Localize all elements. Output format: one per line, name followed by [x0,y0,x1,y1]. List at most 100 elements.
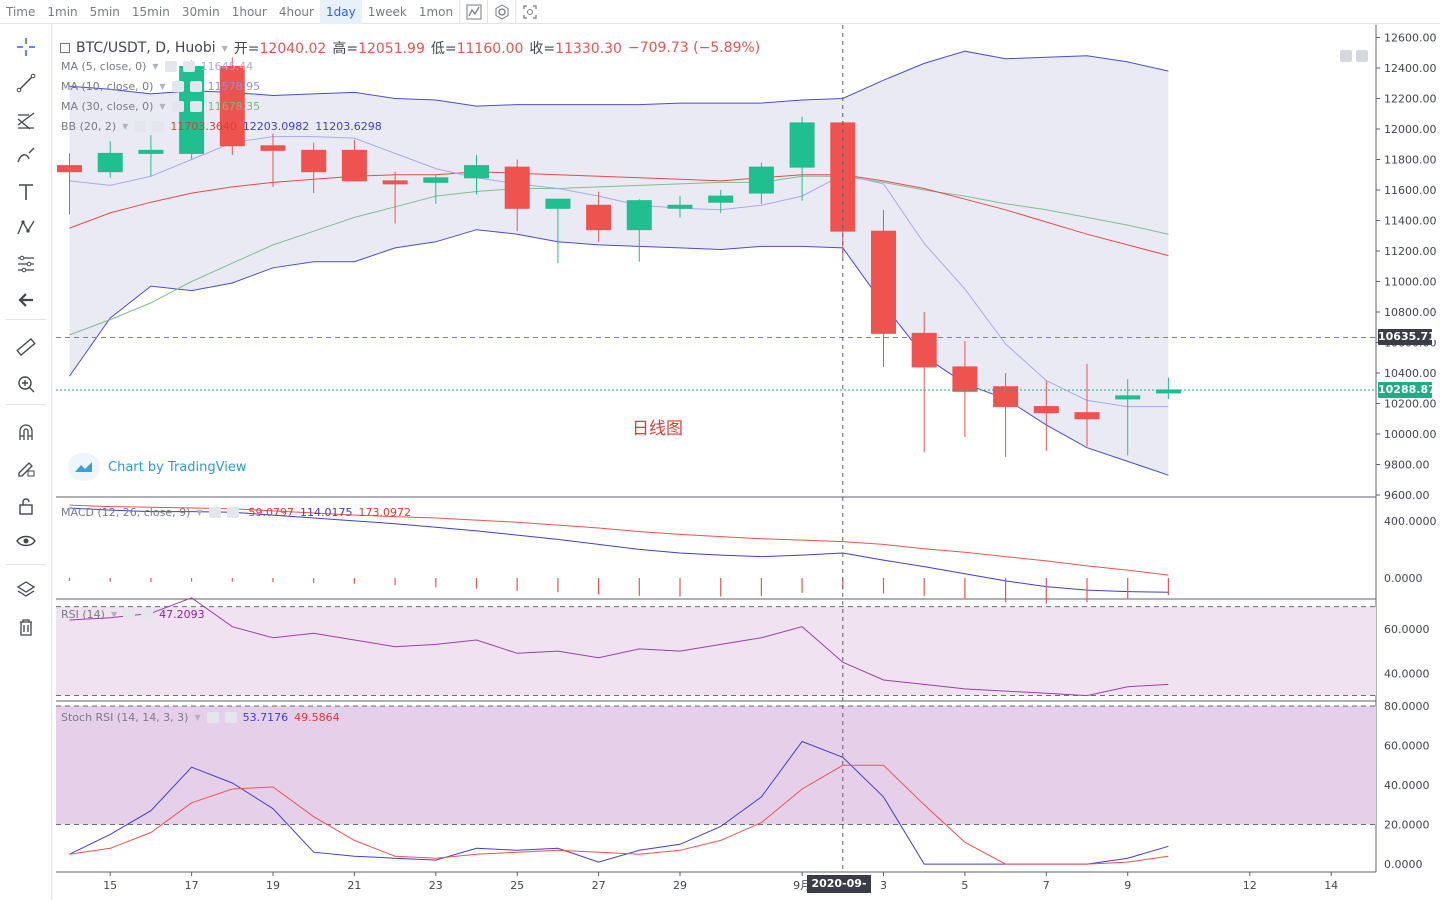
candle-body [626,200,652,231]
brush-icon[interactable] [12,142,40,170]
change-value: −709.73 (−5.89%) [627,40,761,56]
x-tick-label: 7 [1043,879,1050,892]
timeframe-1day[interactable]: 1day [319,0,362,24]
settings-icon[interactable] [134,121,147,132]
close-icon[interactable] [226,507,239,518]
x-tick-label: 14 [1324,879,1338,892]
candle-body [57,165,82,173]
chevron-down-icon[interactable]: ▼ [122,122,129,131]
toolbar-separator [6,319,46,320]
ma5-label: MA (5, close, 0) [61,60,147,73]
chevron-down-icon[interactable]: ▼ [221,43,228,53]
trend-line-icon[interactable] [12,69,40,97]
candle-body [219,65,245,147]
ma30-value: 11678.35 [207,100,261,113]
top-toolbar: Time 1min 5min 15min 30min 1hour 4hour 1day 1wee… [0,0,1440,24]
collapse-icon[interactable] [60,43,70,53]
rsi-legend[interactable]: RSI (14) ▼ 47.2093 [61,608,205,621]
macd-label: MACD (12, 26, close, 9) [61,506,191,519]
close-icon[interactable] [141,609,154,620]
chevron-down-icon[interactable]: ▼ [110,610,118,619]
ma5-value: 11645.44 [200,60,254,73]
x-tick-label: 27 [592,879,606,892]
measure-tool-icon[interactable] [12,250,40,278]
settings-icon[interactable] [164,61,177,72]
symbol-title[interactable]: BTC/USDT, D, Huobi [76,40,216,56]
y-tick-label: 11000.00 [1384,276,1437,289]
stoch-legend[interactable]: Stoch RSI (14, 14, 3, 3) ▼ 53.7176 49.586… [61,711,340,724]
macd-legend[interactable]: MACD (12, 26, close, 9) ▼ -59.0797 114.01… [61,506,411,519]
ma10-label: MA (10, close, 0) [61,80,154,93]
settings-icon[interactable] [487,0,515,24]
text-icon[interactable] [12,178,40,206]
candle-body [586,204,612,231]
candle-body [789,122,815,168]
chevron-down-icon[interactable]: ▼ [194,713,201,722]
x-tick-label: 21 [347,879,361,892]
bb-basis-value: 11703.3640 [170,120,237,133]
lock-pencil-icon[interactable] [12,454,40,482]
y-tick-label: 10000.00 [1384,428,1437,441]
back-arrow-icon[interactable] [12,286,40,314]
x-tick-label: 9月 [793,879,811,892]
timeframe-1mon[interactable]: 1mon [418,4,454,19]
close-icon[interactable] [189,81,202,92]
trash-icon[interactable] [12,613,40,641]
timeframe-1hour[interactable]: 1hour [231,4,267,19]
eye-icon[interactable] [12,527,40,555]
settings-icon[interactable] [206,712,219,723]
lock-icon[interactable] [12,492,40,520]
timeframe-5min[interactable]: 5min [89,4,120,19]
timeframe-15min[interactable]: 15min [131,4,170,19]
tradingview-badge[interactable]: Chart by TradingView [68,453,246,481]
ma10-legend[interactable]: MA (10, close, 0) ▼ 11578.95 [61,80,260,93]
magnet-icon[interactable] [12,419,40,447]
high-value: 12051.99 [358,41,425,57]
macd-signal-value: 173.0972 [358,506,411,519]
ma5-line [69,136,1169,408]
bb-label: BB (20, 2) [61,120,117,133]
timeframe-30min[interactable]: 30min [181,4,220,19]
x-tick-label: 15 [103,879,117,892]
maximize-icon[interactable] [1356,50,1368,62]
fib-icon[interactable] [12,106,40,134]
chevron-down-icon[interactable]: ▼ [159,82,166,91]
stoch-d-line [69,764,1169,865]
timeframe-time[interactable]: Time [6,4,36,19]
close-icon[interactable] [182,61,195,72]
candle-body [341,149,367,182]
ruler-icon[interactable] [12,333,40,361]
indicator-icon[interactable] [459,0,487,24]
settings-icon[interactable] [208,507,221,518]
chevron-down-icon[interactable]: ▼ [152,62,159,71]
settings-icon[interactable] [123,609,136,620]
pattern-icon[interactable] [12,214,40,242]
ma30-legend[interactable]: MA (30, close, 0) ▼ 11678.35 [61,100,260,113]
settings-icon[interactable] [171,101,184,112]
ma30-line [69,175,1169,336]
chevron-down-icon[interactable]: ▼ [159,102,166,111]
crosshair-icon[interactable] [12,33,40,61]
macd-tick-label: 0.0000 [1384,572,1423,585]
stoch-tick-label: 0.0000 [1384,858,1423,871]
chevron-down-icon[interactable]: ▼ [196,508,203,517]
layers-icon[interactable] [12,576,40,604]
timeframe-1week[interactable]: 1week [367,4,407,19]
x-tick-label: 9 [1124,879,1131,892]
close-icon[interactable] [152,121,165,132]
close-icon[interactable] [189,101,202,112]
timeframe-1min[interactable]: 1min [47,4,78,19]
fullscreen-icon[interactable] [515,0,543,24]
bb-upper-value: 12203.0982 [242,120,310,133]
tradingview-badge-text: Chart by TradingView [108,459,247,475]
rsi-label: RSI (14) [61,608,105,621]
timeframe-4hour[interactable]: 4hour [278,4,314,19]
bb-legend[interactable]: BB (20, 2) ▼ 11703.3640 12203.0982 11203.… [61,120,382,133]
zoom-in-icon[interactable] [12,370,40,398]
move-up-icon[interactable] [1340,50,1352,62]
settings-icon[interactable] [171,81,184,92]
x-tick-label: 29 [673,879,687,892]
ma5-legend[interactable]: MA (5, close, 0) ▼ 11645.44 [61,60,253,73]
close-icon[interactable] [224,712,237,723]
